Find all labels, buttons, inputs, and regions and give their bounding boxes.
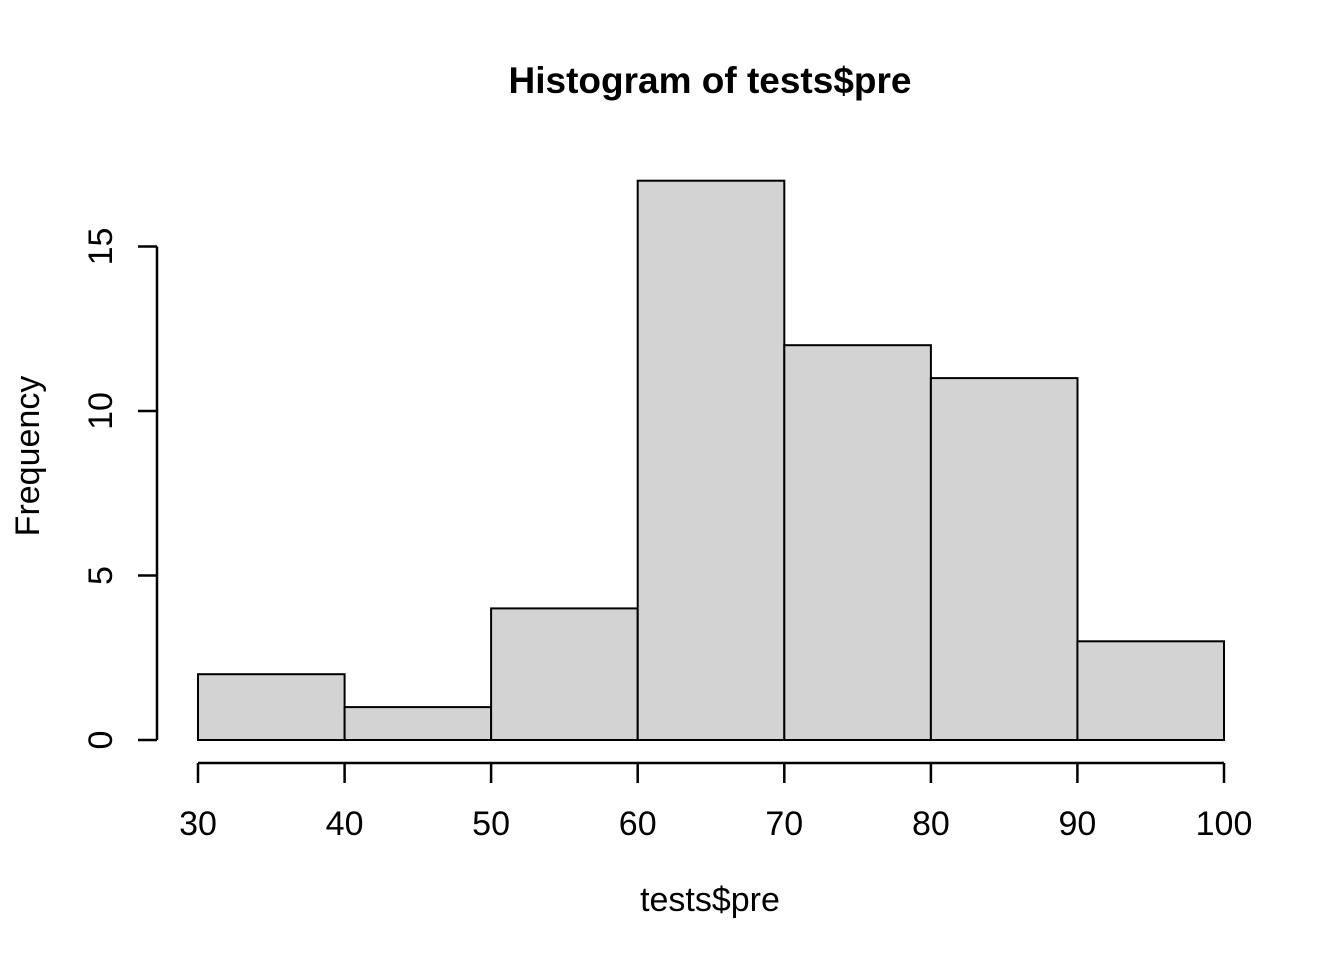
y-tick-label: 15 — [82, 228, 120, 266]
x-tick-label: 30 — [179, 805, 217, 843]
histogram-bar — [783, 344, 932, 741]
y-tick-label: 5 — [82, 566, 120, 585]
x-tick-label: 100 — [1196, 805, 1253, 843]
x-tick-label: 60 — [619, 805, 657, 843]
x-tick-label: 50 — [472, 805, 510, 843]
bars-group — [197, 179, 1226, 742]
histogram-bar — [1076, 640, 1226, 741]
y-axis-title: Frequency — [9, 376, 47, 537]
y-tick-label: 10 — [82, 392, 120, 430]
axes-group: 0 5 10 15 30 40 50 60 70 80 90 100 — [82, 228, 1252, 843]
histogram-bar — [343, 706, 493, 741]
x-tick-label: 80 — [912, 805, 950, 843]
x-axis-title: tests$pre — [640, 881, 780, 919]
chart-title: Histogram of tests$pre — [509, 60, 912, 101]
histogram-bar — [197, 673, 346, 742]
y-tick-label: 0 — [82, 731, 120, 750]
x-tick-label: 70 — [765, 805, 803, 843]
histogram-bar — [929, 377, 1079, 741]
histogram-bar — [490, 607, 639, 742]
histogram-bar — [636, 179, 786, 741]
x-tick-label: 90 — [1058, 805, 1096, 843]
x-tick-label: 40 — [326, 805, 364, 843]
